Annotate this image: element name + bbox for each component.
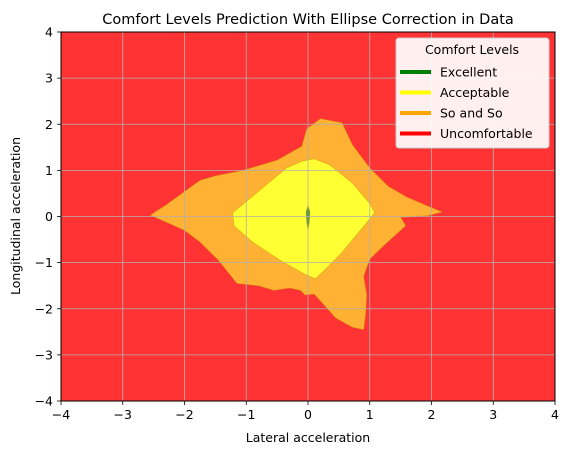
y-tick-label: −4 — [35, 394, 53, 409]
legend: Comfort Levels Excellent Acceptable So and… — [395, 37, 550, 149]
x-tick-label: −1 — [237, 407, 255, 422]
y-tick-label: 1 — [45, 163, 53, 178]
y-tick-label: 3 — [45, 71, 53, 86]
legend-label-acceptable: Acceptable — [440, 85, 510, 100]
legend-title: Comfort Levels — [425, 42, 519, 57]
x-tick-label: 2 — [428, 407, 436, 422]
chart-title: Comfort Levels Prediction With Ellipse C… — [102, 12, 514, 28]
legend-box — [395, 37, 550, 149]
y-axis-label: Longitudinal acceleration — [8, 137, 23, 295]
y-tick-label: −1 — [35, 255, 53, 270]
x-tick-label: 4 — [551, 407, 559, 422]
x-tick-label: −4 — [52, 407, 70, 422]
y-tick-label: −2 — [35, 301, 53, 316]
x-axis-label: Lateral acceleration — [246, 430, 370, 445]
y-tick-label: −3 — [35, 347, 53, 362]
y-tick-label: 2 — [45, 117, 53, 132]
x-tick-label: −2 — [175, 407, 193, 422]
x-tick-label: 0 — [304, 407, 312, 422]
y-tick-label: 0 — [45, 209, 53, 224]
x-tick-label: 3 — [489, 407, 497, 422]
y-tick-label: 4 — [45, 25, 53, 40]
x-tick-label: 1 — [366, 407, 374, 422]
legend-entries: Excellent Acceptable So and So Uncomfortabl… — [400, 65, 533, 141]
legend-label-excellent: Excellent — [440, 65, 497, 80]
legend-label-so-and-so: So and So — [440, 106, 503, 121]
y-axis-ticks: −4 −3 −2 −1 0 1 2 3 4 — [35, 25, 61, 409]
legend-label-uncomfortable: Uncomfortable — [440, 126, 533, 141]
contour-regions — [149, 118, 443, 330]
x-axis-ticks: −4 −3 −2 −1 0 1 2 3 4 — [52, 401, 559, 422]
x-tick-label: −3 — [114, 407, 132, 422]
